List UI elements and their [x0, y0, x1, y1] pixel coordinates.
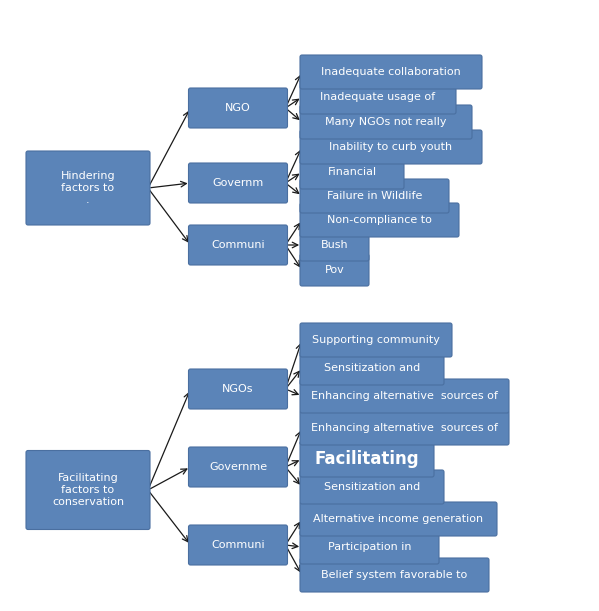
FancyBboxPatch shape [300, 105, 472, 139]
Text: Inadequate collaboration: Inadequate collaboration [321, 67, 461, 77]
Text: Communi: Communi [211, 540, 265, 550]
Text: Hindering
factors to
.: Hindering factors to . [60, 172, 116, 205]
FancyBboxPatch shape [189, 225, 288, 265]
FancyBboxPatch shape [300, 323, 452, 357]
Text: Alternative income generation: Alternative income generation [313, 514, 483, 524]
Text: NGO: NGO [225, 103, 251, 113]
FancyBboxPatch shape [300, 203, 459, 237]
FancyBboxPatch shape [300, 441, 434, 477]
Text: Many NGOs not really: Many NGOs not really [325, 117, 447, 127]
Text: Enhancing alternative  sources of: Enhancing alternative sources of [311, 391, 498, 401]
Text: Sensitization and: Sensitization and [324, 482, 420, 492]
Text: Governme: Governme [209, 462, 267, 472]
FancyBboxPatch shape [189, 447, 288, 487]
FancyBboxPatch shape [300, 558, 489, 592]
Text: Supporting community: Supporting community [312, 335, 440, 345]
FancyBboxPatch shape [189, 525, 288, 565]
FancyBboxPatch shape [300, 254, 369, 286]
FancyBboxPatch shape [300, 502, 497, 536]
Text: Failure in Wildlife: Failure in Wildlife [327, 191, 422, 201]
Text: Sensitization and: Sensitization and [324, 363, 420, 373]
FancyBboxPatch shape [300, 80, 456, 114]
FancyBboxPatch shape [300, 470, 444, 504]
FancyBboxPatch shape [300, 379, 509, 413]
Text: Financial: Financial [328, 167, 377, 177]
Text: NGOs: NGOs [222, 384, 254, 394]
FancyBboxPatch shape [300, 130, 482, 164]
Text: Facilitating: Facilitating [314, 450, 419, 468]
FancyBboxPatch shape [300, 411, 509, 445]
FancyBboxPatch shape [300, 55, 482, 89]
Text: Inadequate usage of: Inadequate usage of [320, 92, 435, 102]
FancyBboxPatch shape [300, 155, 404, 189]
FancyBboxPatch shape [300, 530, 439, 564]
Text: Non-compliance to: Non-compliance to [327, 215, 432, 225]
FancyBboxPatch shape [189, 163, 288, 203]
FancyBboxPatch shape [300, 229, 369, 261]
Text: Bush: Bush [320, 240, 348, 250]
Text: Enhancing alternative  sources of: Enhancing alternative sources of [311, 423, 498, 433]
Text: Governm: Governm [213, 178, 264, 188]
FancyBboxPatch shape [189, 369, 288, 409]
Text: Belief system favorable to: Belief system favorable to [322, 570, 468, 580]
FancyBboxPatch shape [300, 351, 444, 385]
FancyBboxPatch shape [26, 151, 150, 225]
Text: Pov: Pov [325, 265, 344, 275]
Text: Inability to curb youth: Inability to curb youth [329, 142, 453, 152]
FancyBboxPatch shape [300, 179, 449, 213]
Text: Participation in: Participation in [328, 542, 412, 552]
Text: Communi: Communi [211, 240, 265, 250]
FancyBboxPatch shape [26, 450, 150, 530]
FancyBboxPatch shape [189, 88, 288, 128]
Text: Facilitating
factors to
conservation: Facilitating factors to conservation [52, 474, 124, 507]
